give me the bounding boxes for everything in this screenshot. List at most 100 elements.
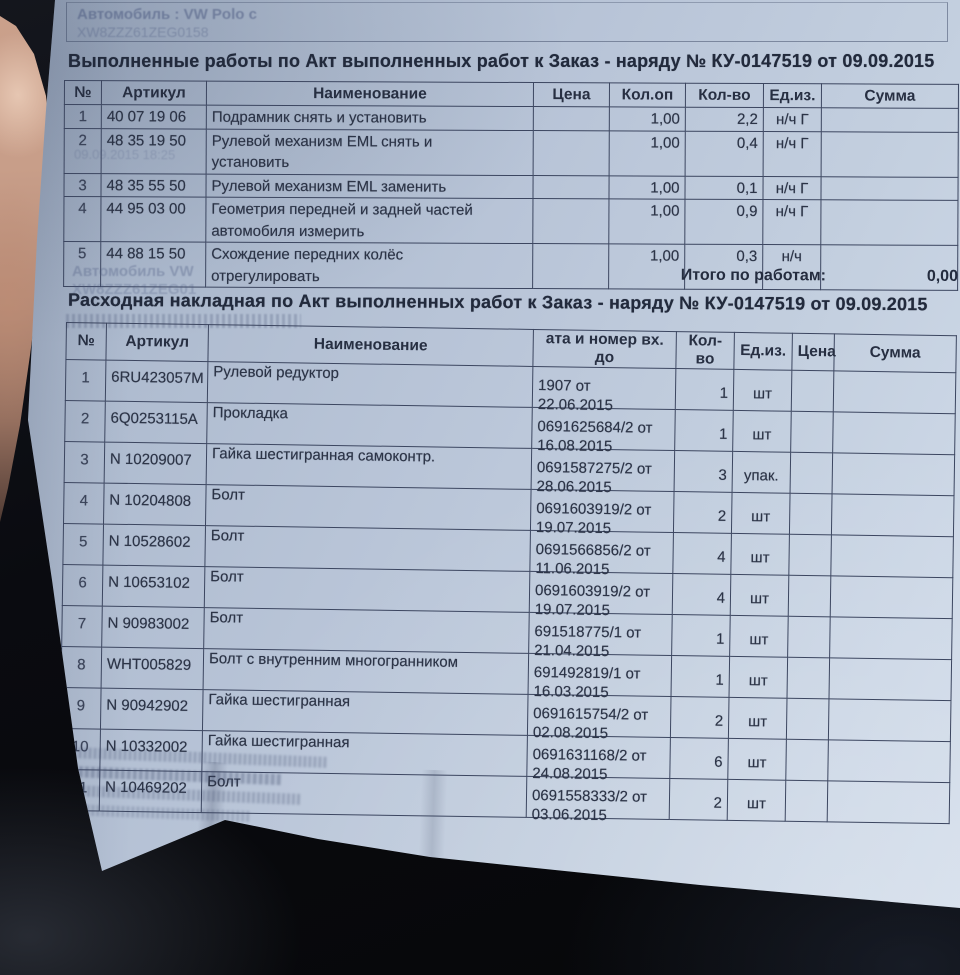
cell-article: N 10209007 (104, 442, 207, 485)
cell-sum (830, 575, 953, 619)
col-header-article: Артикул (101, 80, 207, 106)
cell-name: Болт (204, 525, 531, 572)
ghost-stamp-text: 09.09.2015 18:25 (73, 146, 176, 163)
cell-name: Болт (205, 484, 532, 531)
cell-sum (829, 616, 953, 660)
doc-number-line: 691518775/1 от (534, 622, 642, 642)
work-report-table: № Артикул Наименование Цена Кол.оп Кол-во Ед.и… (63, 80, 959, 291)
doc-number-line: 0691587275/2 от (536, 459, 652, 478)
smudge-line (72, 766, 282, 786)
invoice-title: Расходная накладная по Акт выполненных р… (67, 289, 928, 315)
smudge-line (71, 785, 302, 805)
cell-price (533, 130, 610, 176)
cell-price (791, 370, 834, 412)
cell-article: N 10653102 (102, 565, 205, 608)
cell-price (790, 452, 833, 494)
cell-name: Подрамник снять и установить (206, 105, 534, 131)
cell-name: Рулевой редуктор (207, 361, 533, 408)
doc-number-line: 691492819/1 от (533, 663, 641, 683)
cell-num: 8 (61, 646, 102, 689)
cell-qty_op: 1,00 (609, 106, 686, 131)
doc-date-line: 28.06.2015 (536, 478, 612, 497)
cell-price (790, 411, 834, 453)
doc-date-line: 16.08.2015 (537, 437, 613, 456)
cell-qty: 0,9 (684, 199, 763, 245)
cell-name: Рулевой механизм EML снять и установить (206, 128, 534, 176)
cell-sum (827, 780, 950, 824)
col-header-price: Цена (791, 333, 836, 371)
cell-sum (828, 698, 951, 742)
works-total-label: Итого по работам: (680, 266, 827, 285)
cell-sum (827, 739, 951, 783)
cell-sum (820, 199, 958, 246)
ghost-showthrough-block (70, 747, 329, 845)
col-header-doc: ата и номер вх. до (532, 329, 677, 369)
cell-doc: 1907 от 22.06.2015 (532, 366, 676, 414)
works-total-value: 0,00 (926, 267, 959, 285)
cell-unit: шт (733, 369, 792, 412)
cell-num: 5 (62, 523, 104, 566)
ghost-smudge-line (66, 314, 301, 328)
doc-date-line: 24.08.2015 (532, 764, 608, 784)
col-header-unit: Ед.из. (733, 332, 793, 371)
cell-num: 7 (61, 605, 103, 648)
col-header-qty: Кол-во (675, 331, 735, 370)
doc-date-line: 16.03.2015 (533, 682, 609, 702)
cell-article: N 10528602 (102, 524, 206, 567)
cell-num: 1 (64, 104, 102, 129)
cell-name: Болт с внутренним многогранником (203, 648, 529, 695)
smudge-line (71, 804, 250, 822)
col-header-name: Наименование (206, 81, 534, 107)
cell-price (785, 780, 828, 822)
cell-name: Прокладка (206, 402, 533, 449)
cell-article: 6RU423057M (105, 360, 208, 403)
cell-num: 3 (63, 173, 102, 197)
cell-article: 6Q0253115A (104, 401, 208, 444)
cell-unit: н/ч Г (762, 199, 821, 245)
cell-sum (830, 534, 954, 578)
cell-qty: 1 (675, 368, 734, 411)
cell-price (532, 175, 610, 199)
vehicle-model-text: Автомобиль : VW Polo с (77, 6, 257, 23)
col-header-num: № (64, 80, 102, 105)
doc-date-line: 19.07.2015 (535, 518, 612, 538)
cell-qty_op: 1,00 (608, 198, 685, 245)
col-header-price: Цена (533, 82, 610, 107)
cell-price (533, 106, 610, 131)
cell-price (786, 698, 829, 740)
cell-article: WHT005829 (101, 647, 204, 690)
cell-qty_op: 1,00 (609, 130, 686, 176)
doc-date-line: 02.08.2015 (532, 723, 609, 743)
doc-number-line: 0691625684/2 от (537, 418, 653, 437)
cell-num: 3 (64, 441, 105, 484)
cell-article: 40 07 19 06 (101, 104, 207, 129)
vehicle-header-box: Автомобиль : VW Polo с XW8ZZZ61ZEG0158 (66, 2, 948, 42)
col-header-article: Артикул (105, 323, 209, 362)
cell-sum (821, 107, 959, 132)
cell-num: 4 (63, 482, 105, 525)
col-header-sum: Сумма (821, 83, 959, 109)
cell-name: Гайка шестигранная (202, 689, 529, 736)
doc-date-line: 22.06.2015 (537, 396, 614, 415)
cell-price (532, 198, 609, 244)
doc-number-line: 1907 от (537, 377, 591, 395)
doc-number-line: 0691603919/2 от (536, 499, 652, 519)
table-row: 4 44 95 03 00 Геометрия передней и задней … (63, 196, 958, 246)
cell-price (788, 575, 831, 617)
cell-price (787, 616, 831, 658)
cell-qty: 2,2 (685, 107, 764, 132)
doc-number-line: 0691615754/2 от (533, 704, 649, 724)
cell-name: Гайка шестигранная самоконтр. (206, 443, 532, 490)
cell-name: Геометрия передней и задней частей автом… (205, 197, 533, 244)
col-header-unit: Ед.из. (763, 83, 822, 108)
cell-unit: н/ч Г (762, 176, 822, 200)
col-header-sum: Сумма (833, 333, 957, 373)
cell-name: Болт (204, 566, 530, 613)
cell-sum (832, 411, 956, 455)
col-header-num: № (65, 322, 107, 361)
cell-price (788, 534, 832, 576)
doc-number-line: 0691631168/2 от (532, 745, 647, 765)
col-header-qty_op: Кол.оп (609, 82, 686, 108)
cell-unit: н/ч Г (763, 131, 822, 177)
